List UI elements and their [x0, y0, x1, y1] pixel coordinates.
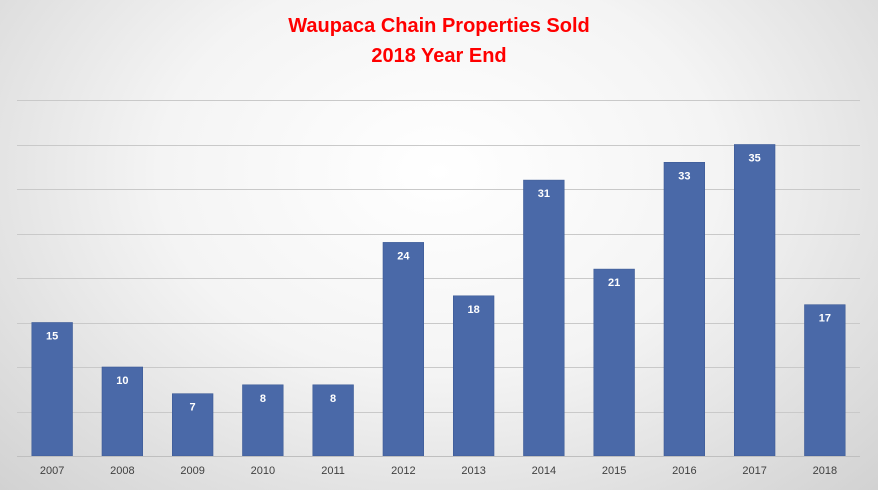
- chart-subtitle: 2018 Year End: [371, 45, 507, 67]
- data-label-2018: 17: [819, 313, 831, 325]
- x-tick-label-2007: 2007: [40, 465, 64, 477]
- bar-2012: [382, 242, 425, 457]
- x-tick-label-2014: 2014: [532, 465, 556, 477]
- x-tick-label-2008: 2008: [110, 465, 134, 477]
- data-label-2008: 10: [116, 375, 128, 387]
- bar-2008: [101, 366, 144, 457]
- data-label-2007: 15: [46, 331, 58, 343]
- bar-2010: [242, 384, 284, 457]
- bar-2017: [733, 144, 776, 457]
- x-tick-label-2013: 2013: [461, 465, 485, 477]
- x-tick-label-2010: 2010: [251, 465, 275, 477]
- bar-2015: [593, 268, 635, 457]
- data-label-2012: 24: [397, 250, 410, 262]
- bar-2009: [172, 393, 214, 457]
- x-axis: 2007 2008 2009 2010 2011 2012 2013 2014 2015 2016…: [17, 456, 860, 477]
- bar-2011: [312, 384, 354, 457]
- data-label-2009: 7: [190, 402, 196, 414]
- x-tick-label-2018: 2018: [813, 465, 837, 477]
- data-label-2015: 21: [608, 277, 620, 289]
- data-label-2016: 33: [678, 170, 690, 182]
- bar-2014: [523, 179, 565, 457]
- data-label-2010: 8: [260, 393, 266, 405]
- x-tick-label-2011: 2011: [321, 465, 345, 477]
- data-label-2013: 18: [467, 304, 479, 316]
- bars: [31, 144, 846, 457]
- data-labels: 15 10 7 8 8 24 18 31 21 33 35 17: [46, 153, 831, 414]
- x-tick-label-2012: 2012: [391, 465, 415, 477]
- data-label-2011: 8: [330, 393, 336, 405]
- x-tick-label-2015: 2015: [602, 465, 626, 477]
- bar-2018: [804, 304, 846, 457]
- x-tick-label-2016: 2016: [672, 465, 696, 477]
- bar-2013: [452, 295, 495, 457]
- x-tick-label-2009: 2009: [180, 465, 204, 477]
- bar-2007: [31, 322, 73, 457]
- bar-2016: [663, 162, 706, 457]
- x-tick-label-2017: 2017: [742, 465, 766, 477]
- data-label-2014: 31: [538, 188, 550, 200]
- data-label-2017: 35: [748, 153, 760, 165]
- gridlines: [17, 100, 860, 413]
- chart-title: Waupaca Chain Properties Sold: [288, 15, 590, 37]
